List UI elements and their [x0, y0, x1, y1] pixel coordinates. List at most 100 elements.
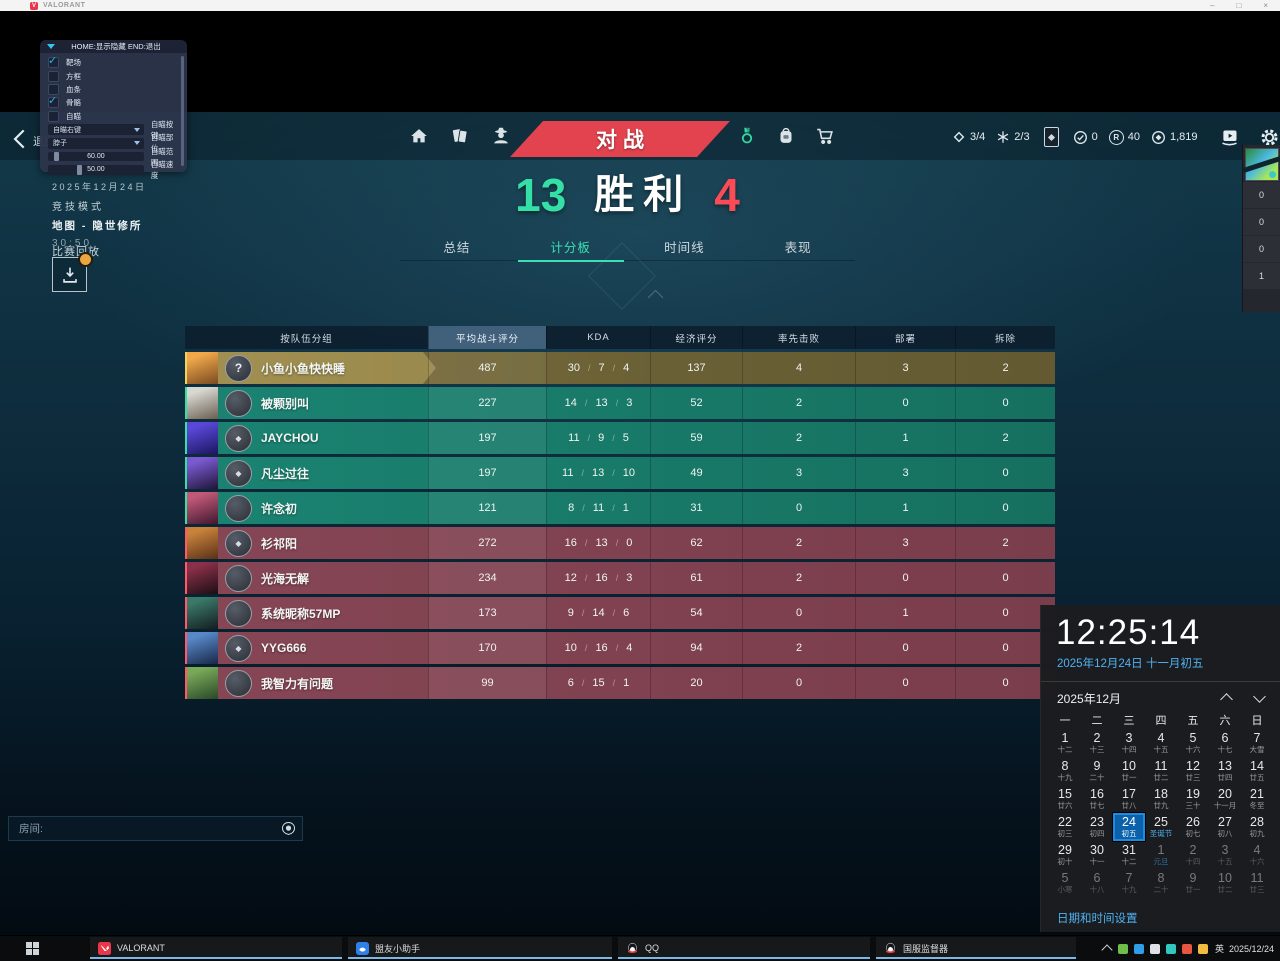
- calendar-day[interactable]: 5 十六: [1185, 731, 1201, 755]
- calendar-day[interactable]: 13 廿四: [1217, 759, 1233, 783]
- datetime-settings-link[interactable]: 日期和时间设置: [1057, 913, 1138, 925]
- calendar-day[interactable]: 20 十一月: [1213, 787, 1237, 811]
- calendar-day[interactable]: 2 十三: [1089, 731, 1105, 755]
- calendar-next-icon[interactable]: [1253, 690, 1266, 703]
- scoreboard-row[interactable]: ◆ 凡尘过往 197 11/13/10 49 3 3 0: [185, 457, 1055, 489]
- calendar-day[interactable]: 6 十七: [1217, 731, 1233, 755]
- tab-时间线[interactable]: 时间线: [664, 241, 705, 255]
- overlay-checkbox-row[interactable]: 血条: [48, 83, 179, 96]
- calendar-day[interactable]: 9 廿一: [1185, 871, 1201, 895]
- calendar-day[interactable]: 25 圣诞节: [1149, 815, 1173, 839]
- taskbar-clock[interactable]: 2025/12/24: [1228, 943, 1274, 954]
- calendar-day[interactable]: 15 廿六: [1057, 787, 1073, 811]
- overlay-checkbox-row[interactable]: 方框: [48, 69, 179, 82]
- overlay-dropdown[interactable]: 自瞄右键: [48, 124, 144, 136]
- calendar-day[interactable]: 23 初四: [1089, 815, 1105, 839]
- side-thumbnail-image[interactable]: [1244, 148, 1279, 181]
- checkbox-icon[interactable]: [48, 94, 59, 109]
- scoreboard-row[interactable]: 被颗别叫 227 14/13/3 52 2 0 0: [185, 387, 1055, 419]
- calendar-prev-icon[interactable]: [1220, 693, 1233, 706]
- scoreboard-row[interactable]: ◆ YYG666 170 10/16/4 94 2 0 0: [185, 632, 1055, 664]
- taskbar-pinned-icon[interactable]: [26, 942, 39, 955]
- ime-indicator[interactable]: 英: [1214, 944, 1224, 954]
- calendar-day[interactable]: 6 十八: [1089, 871, 1105, 895]
- tray-icon[interactable]: [1165, 943, 1176, 954]
- tab-表现[interactable]: 表现: [784, 241, 812, 255]
- scoreboard-row[interactable]: ◆ JAYCHOU 197 11/9/5 59 2 1 2: [185, 422, 1055, 454]
- calendar-day[interactable]: 19 三十: [1185, 787, 1201, 811]
- calendar-day[interactable]: 7 十九: [1121, 871, 1137, 895]
- overlay-slider[interactable]: 50.00: [48, 165, 144, 175]
- minimize-button[interactable]: –: [1210, 0, 1215, 10]
- checkbox-icon[interactable]: [48, 110, 59, 122]
- scoreboard-row[interactable]: 我智力有问题 99 6/15/1 20 0 0 0: [185, 667, 1055, 699]
- spray-wheel-icon[interactable]: [280, 820, 297, 837]
- calendar-day[interactable]: 3 十四: [1121, 731, 1137, 755]
- player-card-icon[interactable]: [1043, 127, 1059, 147]
- overlay-checkbox-row[interactable]: 自瞄: [48, 110, 179, 123]
- chat-input[interactable]: 房间:: [8, 816, 303, 841]
- taskbar-button-盟友小助手[interactable]: 盟友小助手: [348, 937, 612, 959]
- calendar-day[interactable]: 17 廿八: [1121, 787, 1137, 811]
- agents-icon[interactable]: [490, 125, 512, 147]
- scoreboard-row[interactable]: 光海无解 234 12/16/3 61 2 0 0: [185, 562, 1055, 594]
- scoreboard-row[interactable]: 许念初 121 8/11/1 31 0 1 0: [185, 492, 1055, 524]
- tray-expand-icon[interactable]: [1101, 944, 1113, 956]
- calendar-day[interactable]: 30 十一: [1089, 843, 1105, 867]
- calendar-day[interactable]: 24 初五: [1113, 813, 1145, 841]
- store-cart-icon[interactable]: [814, 125, 836, 147]
- scoreboard-row[interactable]: ? 小鱼小鱼快快睡 487 30/7/4 137 4 3 2: [185, 352, 1055, 384]
- calendar-day[interactable]: 31 十二: [1121, 843, 1137, 867]
- scoreboard-row[interactable]: 系统昵称57MP 173 9/14/6 54 0 1 0: [185, 597, 1055, 629]
- taskbar-button-QQ[interactable]: QQ: [618, 937, 870, 959]
- overlay-slider[interactable]: 60.00: [48, 151, 144, 162]
- tray-icon[interactable]: [1197, 943, 1208, 954]
- calendar-day[interactable]: 16 廿七: [1089, 787, 1105, 811]
- close-button[interactable]: ×: [1263, 0, 1268, 10]
- calendar-day[interactable]: 28 初九: [1249, 815, 1265, 839]
- tab-总结[interactable]: 总结: [443, 241, 471, 255]
- calendar-day[interactable]: 1 元旦: [1153, 843, 1169, 867]
- slider-handle[interactable]: [53, 151, 59, 162]
- maximize-button[interactable]: □: [1236, 0, 1242, 10]
- overlay-checkbox-row[interactable]: 靶场: [48, 54, 179, 69]
- scoreboard-row[interactable]: ◆ 衫祁阳 272 16/13/0 62 2 3 2: [185, 527, 1055, 559]
- calendar-day[interactable]: 21 冬至: [1249, 787, 1265, 811]
- calendar-day[interactable]: 14 廿五: [1249, 759, 1265, 783]
- calendar-day[interactable]: 7 大雪: [1249, 731, 1265, 755]
- calendar-day[interactable]: 27 初八: [1217, 815, 1233, 839]
- calendar-day[interactable]: 26 初七: [1185, 815, 1201, 839]
- calendar-day[interactable]: 12 廿三: [1185, 759, 1201, 783]
- collapse-triangle-icon[interactable]: [47, 44, 55, 49]
- calendar-day[interactable]: 11 廿二: [1153, 759, 1169, 783]
- tray-icon[interactable]: [1181, 943, 1192, 954]
- checkbox-icon[interactable]: [48, 83, 59, 95]
- calendar-day[interactable]: 4 十五: [1153, 731, 1169, 755]
- overlay-checkbox-row[interactable]: 骨骼: [48, 94, 179, 109]
- calendar-day[interactable]: 2 十四: [1185, 843, 1201, 867]
- calendar-day[interactable]: 10 廿一: [1121, 759, 1137, 783]
- checkbox-icon[interactable]: [48, 70, 59, 82]
- calendar-day[interactable]: 4 十六: [1249, 843, 1265, 867]
- calendar-day[interactable]: 8 十九: [1057, 759, 1073, 783]
- calendar-day[interactable]: 8 二十: [1153, 871, 1169, 895]
- calendar-day[interactable]: 10 廿二: [1217, 871, 1233, 895]
- taskbar-button-VALORANT[interactable]: VALORANT: [90, 937, 342, 959]
- slider-handle[interactable]: [76, 165, 82, 175]
- back-button[interactable]: [8, 126, 34, 152]
- settings-gear-icon[interactable]: [1259, 127, 1280, 148]
- tray-icon[interactable]: [1133, 943, 1144, 954]
- tab-计分板[interactable]: 计分板: [514, 236, 628, 262]
- clock-date-link[interactable]: 2025年12月24日 十一月初五: [1057, 658, 1204, 670]
- tray-icon[interactable]: [1117, 943, 1128, 954]
- calendar-day[interactable]: 22 初三: [1057, 815, 1073, 839]
- calendar-day[interactable]: 3 十五: [1217, 843, 1233, 867]
- calendar-day[interactable]: 9 二十: [1089, 759, 1105, 783]
- calendar-day[interactable]: 1 十二: [1057, 731, 1073, 755]
- overlay-dropdown[interactable]: 脖子: [48, 137, 144, 149]
- career-banner[interactable]: 对战: [510, 121, 730, 157]
- cards-icon[interactable]: [449, 125, 471, 147]
- media-replay-icon[interactable]: [1219, 127, 1240, 148]
- overlay-scrollbar[interactable]: [181, 56, 184, 166]
- calendar-day[interactable]: 29 初十: [1057, 843, 1073, 867]
